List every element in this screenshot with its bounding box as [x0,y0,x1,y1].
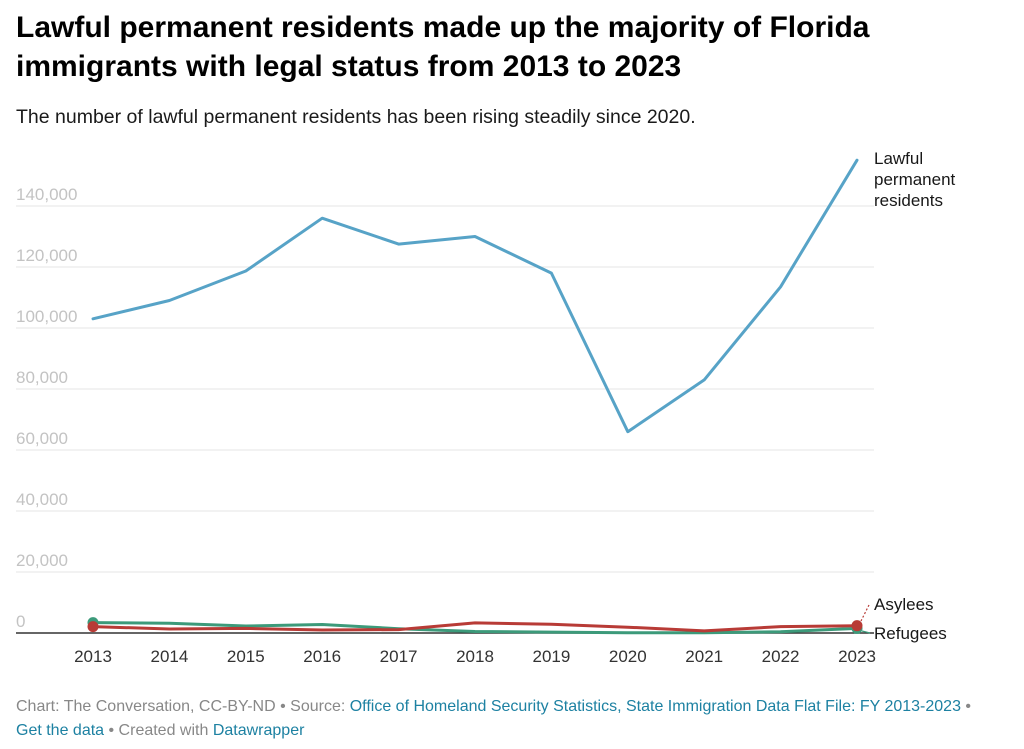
series-line [91,621,859,633]
y-axis: 0 20,000 40,000 60,000 80,000 100,000 120,000 1… [16,185,77,631]
series-labels: Lawful permanent residents Asylees Refugees [860,149,956,643]
y-tick-label: 100,000 [16,307,77,326]
source-link[interactable]: Office of Homeland Security Statistics, … [349,698,961,715]
series-label-refugees: Refugees [874,624,947,643]
y-tick-label: 20,000 [16,551,68,570]
y-tick-label: 40,000 [16,490,68,509]
y-tick-label: 140,000 [16,185,77,204]
y-tick-label: 0 [16,612,25,631]
y-tick-label: 60,000 [16,429,68,448]
x-tick-label: 2019 [532,647,570,666]
chart-footer: Chart: The Conversation, CC-BY-ND • Sour… [16,695,976,743]
x-tick-label: 2015 [227,647,265,666]
refugees-label-connector [861,630,871,634]
x-axis: 2013 2014 2015 2016 2017 2018 2019 2020 2021 2022… [74,647,876,666]
gridlines [16,205,874,634]
x-tick-label: 2014 [150,647,188,666]
series-line [91,621,859,635]
series-start-dot [87,621,99,633]
footer-separator: • [960,698,972,715]
chart-subtitle: The number of lawful permanent residents… [16,106,696,128]
series-line [91,158,859,434]
x-tick-label: 2016 [303,647,341,666]
x-tick-label: 2020 [609,647,647,666]
chart-title: Lawful permanent residents made up the m… [16,11,870,83]
series-label-line: permanent [874,170,956,189]
series-label-line: residents [874,191,943,210]
footer-credit: Chart: The Conversation, CC-BY-ND • Sour… [16,698,350,715]
x-tick-label: 2013 [74,647,112,666]
y-tick-label: 80,000 [16,368,68,387]
datawrapper-link[interactable]: Datawrapper [212,722,305,739]
y-tick-label: 120,000 [16,246,77,265]
series-end-dot [851,620,863,632]
series-label-asylees: Asylees [874,595,934,614]
asylees-label-connector [860,604,870,622]
x-tick-label: 2021 [685,647,723,666]
x-tick-label: 2022 [762,647,800,666]
series-lines [87,158,863,635]
x-tick-label: 2023 [838,647,876,666]
x-tick-label: 2017 [380,647,418,666]
footer-created: • Created with [104,722,213,739]
series-label-lawful-permanent-residents: Lawful permanent residents [874,149,956,210]
get-data-link[interactable]: Get the data [16,722,105,739]
series-label-line: Lawful [874,149,923,168]
line-chart: 0 20,000 40,000 60,000 80,000 100,000 120,000 1… [16,149,956,666]
x-tick-label: 2018 [456,647,494,666]
